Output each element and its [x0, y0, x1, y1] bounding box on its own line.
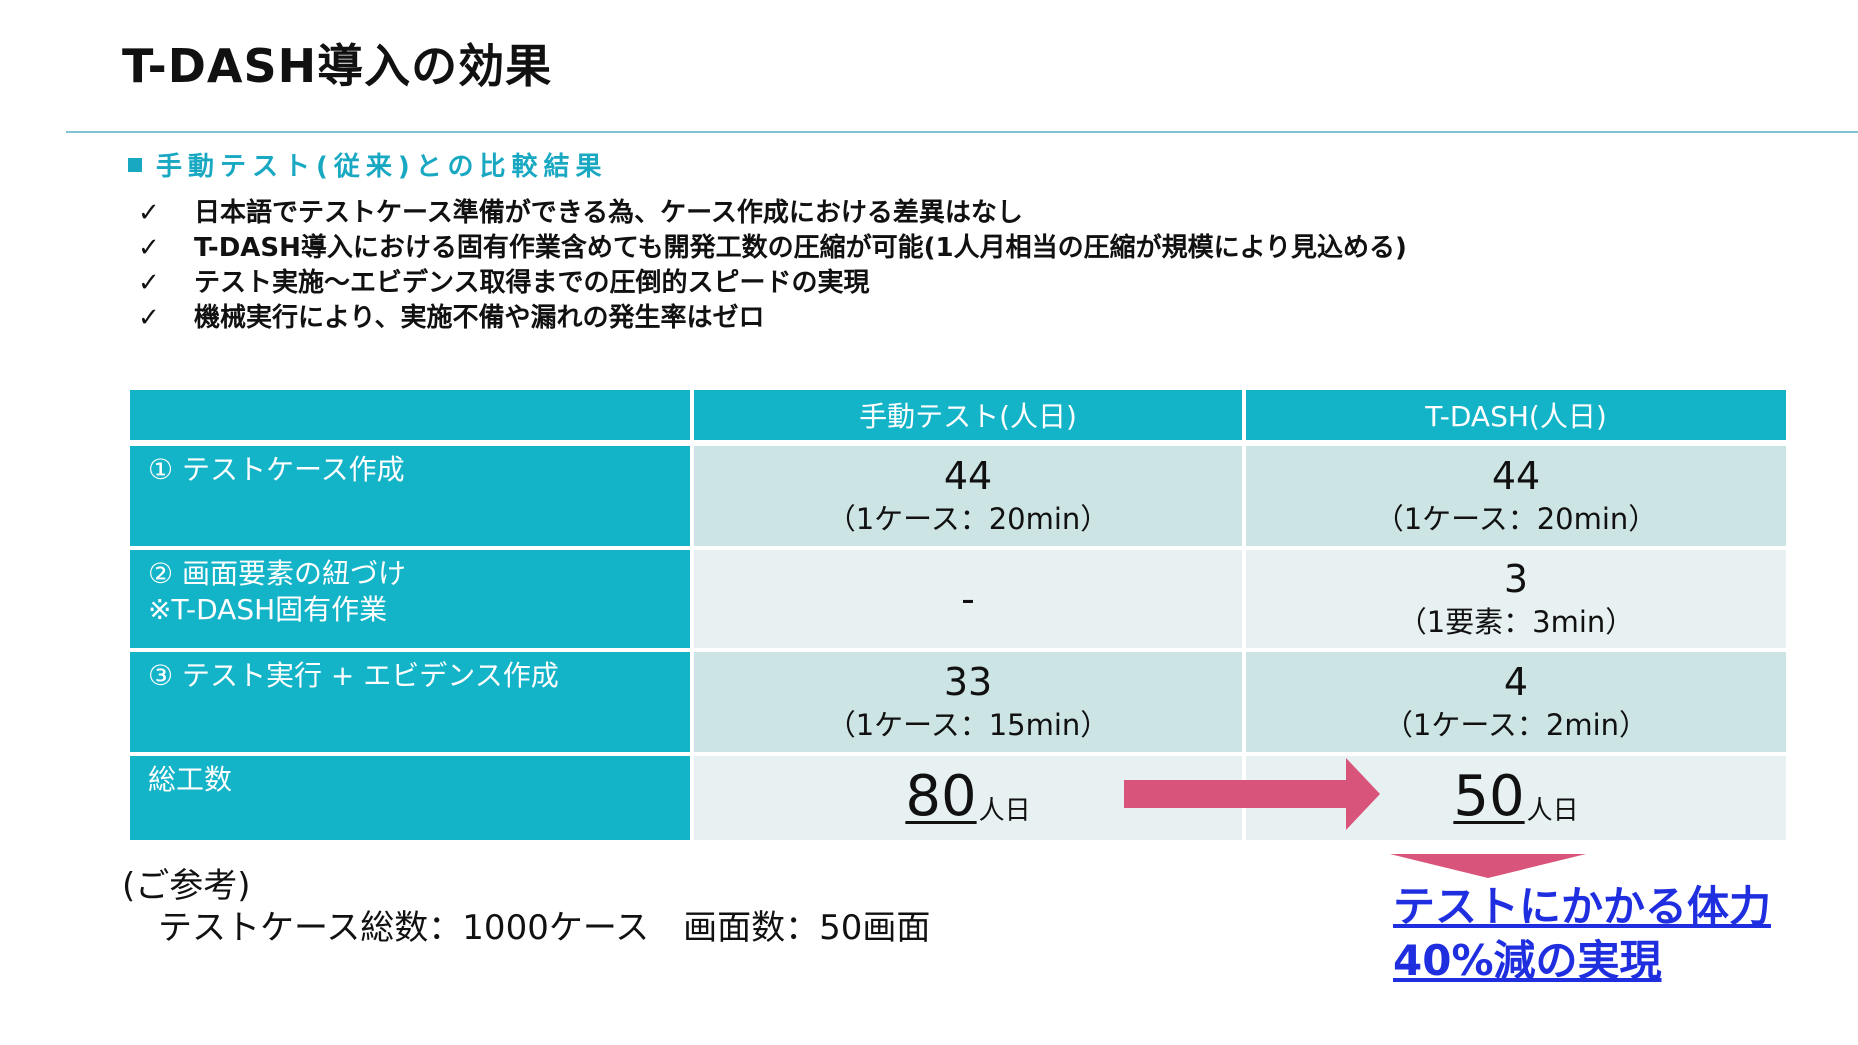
row-label-test-execution: ③ テスト実行 + エビデンス作成 [130, 652, 690, 752]
row-label-text: ② 画面要素の紐づけ [148, 557, 407, 590]
down-arrow-icon [1390, 854, 1586, 878]
cell-value: 44 [943, 454, 993, 498]
bullet-text: テスト実施～エビデンス取得までの圧倒的スピードの実現 [194, 268, 870, 298]
table-cell-tdash: 44 （1ケース：20min） [1246, 446, 1786, 546]
row-label-text: ③ テスト実行 + エビデンス作成 [148, 659, 559, 692]
table-cell-manual: 33 （1ケース：15min） [694, 652, 1242, 752]
cell-value: - [961, 577, 975, 621]
result-line2: 40%減の実現 [1393, 936, 1662, 985]
page-title: T-DASH導入の効果 [122, 39, 553, 93]
list-item: ✓ 日本語でテストケース準備ができる為、ケース作成における差異はなし [138, 196, 1407, 231]
row-label-test-case-creation: ① テストケース作成 [130, 446, 690, 546]
list-item: ✓ T-DASH導入における固有作業含めても開発工数の圧縮が可能(1人月相当の圧… [138, 231, 1407, 266]
section-heading-text: 手動テスト(従来)との比較結果 [156, 152, 608, 182]
total-value: 50 [1453, 764, 1525, 829]
table-cell-manual: 44 （1ケース：20min） [694, 446, 1242, 546]
checkmark-icon: ✓ [138, 198, 160, 228]
bullet-text: 機械実行により、実施不備や漏れの発生率はゼロ [194, 303, 765, 333]
table-cell-manual: - [694, 550, 1242, 648]
reference-detail: テストケース総数：1000ケース 画面数：50画面 [158, 908, 931, 948]
cell-note: （1ケース：20min） [1374, 502, 1658, 536]
row-label-total: 総工数 [130, 756, 690, 840]
cell-value: 44 [1491, 454, 1541, 498]
row-label-note: ※T-DASH固有作業 [148, 593, 388, 626]
cell-note: （1ケース：20min） [826, 502, 1110, 536]
cell-value: 33 [943, 660, 993, 704]
cell-note: （1ケース：2min） [1383, 708, 1649, 742]
checkmark-icon: ✓ [138, 303, 160, 333]
section-heading: 手動テスト(従来)との比較結果 [128, 146, 608, 183]
table-header-manual: 手動テスト(人日) [694, 390, 1242, 440]
total-unit: 人日 [1526, 796, 1579, 826]
table-header-empty [130, 390, 690, 440]
total-unit: 人日 [978, 796, 1031, 826]
right-arrow-icon [1124, 758, 1380, 830]
result-line1: テストにかかる体力 [1393, 882, 1772, 931]
row-label-text: 総工数 [148, 763, 233, 796]
checkmark-icon: ✓ [138, 233, 160, 263]
square-bullet-icon [128, 157, 142, 172]
list-item: ✓ テスト実施～エビデンス取得までの圧倒的スピードの実現 [138, 266, 1407, 301]
bullet-text: 日本語でテストケース準備ができる為、ケース作成における差異はなし [194, 198, 1023, 228]
result-link[interactable]: テストにかかる体力 40%減の実現 [1393, 880, 1771, 988]
cell-value: 3 [1503, 557, 1529, 601]
table-header-tdash: T-DASH(人日) [1246, 390, 1786, 440]
row-label-text: ① テストケース作成 [148, 453, 405, 486]
bullet-list: ✓ 日本語でテストケース準備ができる為、ケース作成における差異はなし ✓ T-D… [138, 196, 1407, 336]
table-cell-tdash: 4 （1ケース：2min） [1246, 652, 1786, 752]
list-item: ✓ 機械実行により、実施不備や漏れの発生率はゼロ [138, 301, 1407, 336]
total-value: 80 [905, 764, 977, 829]
title-divider [66, 131, 1858, 133]
row-label-element-mapping: ② 画面要素の紐づけ ※T-DASH固有作業 [130, 550, 690, 648]
bullet-text: T-DASH導入における固有作業含めても開発工数の圧縮が可能(1人月相当の圧縮が… [194, 233, 1407, 263]
cell-note: （1要素：3min） [1397, 605, 1635, 639]
table-cell-tdash: 3 （1要素：3min） [1246, 550, 1786, 648]
checkmark-icon: ✓ [138, 268, 160, 298]
cell-note: （1ケース：15min） [826, 708, 1110, 742]
cell-value: 4 [1503, 660, 1529, 704]
reference-label: (ご参考) [122, 866, 251, 906]
